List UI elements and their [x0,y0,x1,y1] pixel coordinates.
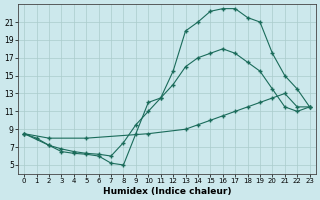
X-axis label: Humidex (Indice chaleur): Humidex (Indice chaleur) [103,187,231,196]
